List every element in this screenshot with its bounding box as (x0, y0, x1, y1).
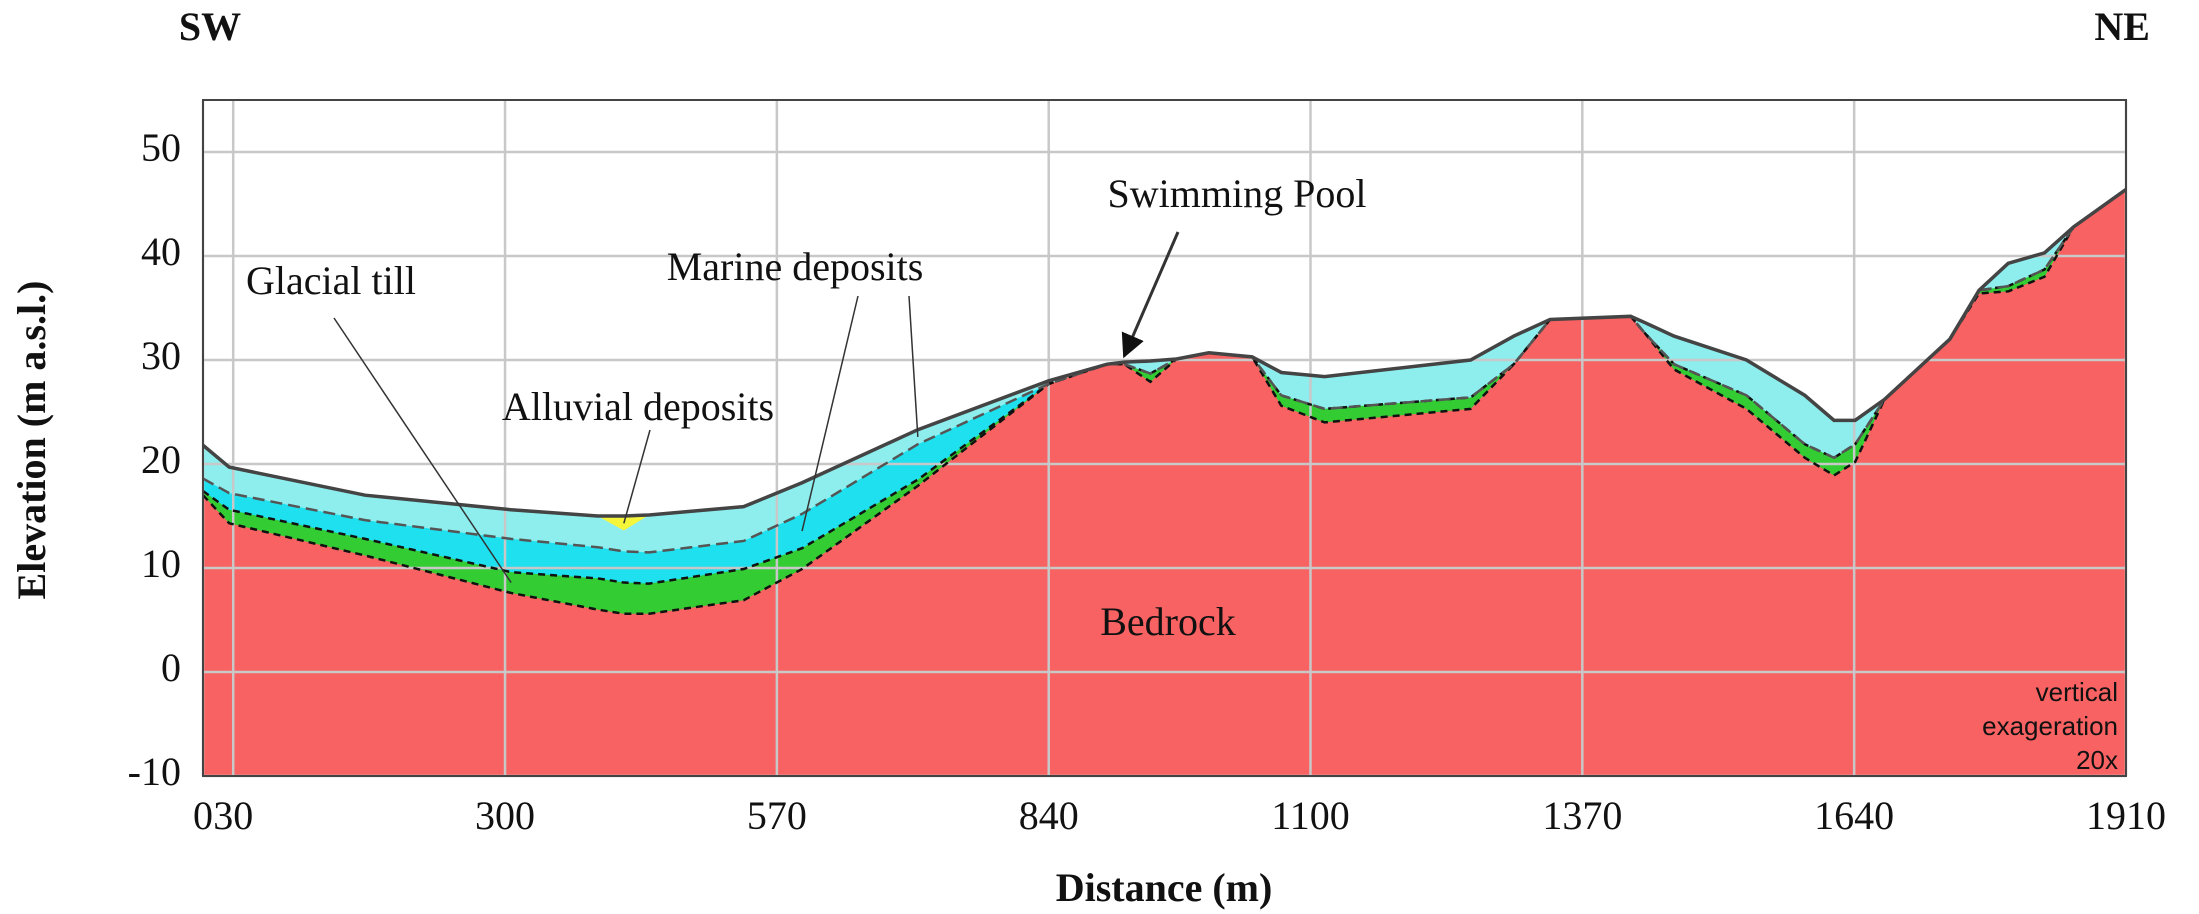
leader-line (624, 430, 650, 523)
annotation: Glacial till (246, 258, 416, 303)
annotation: Marine deposits (667, 244, 924, 289)
x-axis-title: Distance (m) (1056, 865, 1273, 910)
y-tick-label: 20 (141, 437, 181, 482)
y-tick-label: 0 (161, 645, 181, 690)
x-tick-label: 1640 (1814, 793, 1894, 838)
note: 20x (2076, 745, 2118, 775)
x-tick-label: 0 (193, 793, 213, 838)
x-tick-label: 1370 (1542, 793, 1622, 838)
x-tick-label: 1100 (1271, 793, 1350, 838)
annotation: Bedrock (1100, 599, 1236, 644)
direction-label: SW (179, 4, 241, 49)
chart: SW NE Distance (m) Elevation (m a.s.l.) … (0, 0, 2199, 914)
x-tick-label: 300 (475, 793, 535, 838)
y-tick-label: 40 (141, 229, 181, 274)
x-tick-label: 840 (1019, 793, 1079, 838)
x-tick-label: 30 (213, 793, 253, 838)
leader-line (1124, 232, 1178, 356)
note: exageration (1982, 711, 2118, 741)
annotation: Alluvial deposits (502, 384, 774, 429)
leader-line (909, 296, 918, 437)
annotation: Swimming Pool (1108, 171, 1367, 216)
x-tick-label: 1910 (2086, 793, 2166, 838)
note: vertical (2036, 677, 2118, 707)
direction-label: NE (2094, 4, 2150, 49)
y-tick-label: -10 (128, 749, 181, 794)
y-tick-label: 10 (141, 541, 181, 586)
y-tick-label: 30 (141, 333, 181, 378)
x-tick-label: 570 (747, 793, 807, 838)
y-axis-title: Elevation (m a.s.l.) (9, 281, 54, 600)
unit-area (203, 189, 2126, 776)
y-tick-label: 50 (141, 125, 181, 170)
